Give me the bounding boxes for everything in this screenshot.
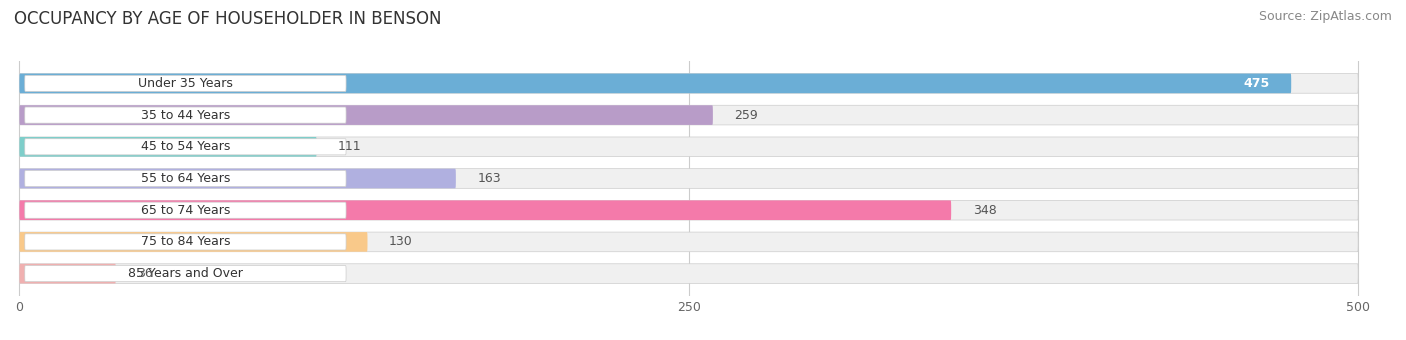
Text: 85 Years and Over: 85 Years and Over [128,267,243,280]
FancyBboxPatch shape [20,264,115,284]
FancyBboxPatch shape [20,169,456,188]
Text: 45 to 54 Years: 45 to 54 Years [141,140,231,153]
FancyBboxPatch shape [20,200,1358,220]
FancyBboxPatch shape [25,107,346,123]
Text: 65 to 74 Years: 65 to 74 Years [141,204,231,217]
FancyBboxPatch shape [20,232,1358,252]
Text: 348: 348 [973,204,997,217]
FancyBboxPatch shape [25,266,346,282]
Text: 163: 163 [477,172,501,185]
FancyBboxPatch shape [20,169,1358,188]
FancyBboxPatch shape [20,73,1358,93]
Text: 75 to 84 Years: 75 to 84 Years [141,235,231,249]
FancyBboxPatch shape [20,105,713,125]
FancyBboxPatch shape [20,264,1358,284]
Text: 259: 259 [734,108,758,122]
FancyBboxPatch shape [25,75,346,91]
Text: 130: 130 [389,235,412,249]
Text: OCCUPANCY BY AGE OF HOUSEHOLDER IN BENSON: OCCUPANCY BY AGE OF HOUSEHOLDER IN BENSO… [14,10,441,28]
FancyBboxPatch shape [25,170,346,187]
FancyBboxPatch shape [20,137,316,157]
FancyBboxPatch shape [25,202,346,218]
Text: 55 to 64 Years: 55 to 64 Years [141,172,231,185]
FancyBboxPatch shape [20,137,1358,157]
FancyBboxPatch shape [25,234,346,250]
FancyBboxPatch shape [25,139,346,155]
Text: Source: ZipAtlas.com: Source: ZipAtlas.com [1258,10,1392,23]
Text: 36: 36 [138,267,153,280]
FancyBboxPatch shape [20,200,952,220]
Text: Under 35 Years: Under 35 Years [138,77,233,90]
FancyBboxPatch shape [20,232,367,252]
FancyBboxPatch shape [20,73,1291,93]
FancyBboxPatch shape [20,105,1358,125]
Text: 111: 111 [337,140,361,153]
Text: 35 to 44 Years: 35 to 44 Years [141,108,231,122]
Text: 475: 475 [1243,77,1270,90]
